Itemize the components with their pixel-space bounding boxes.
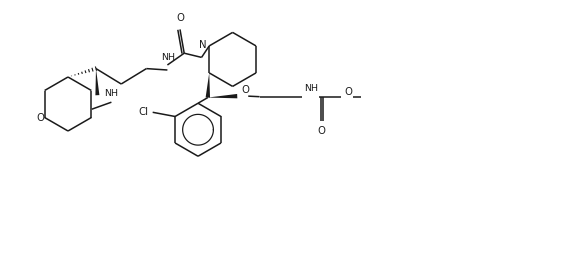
Text: NH: NH bbox=[161, 53, 175, 61]
Text: O: O bbox=[345, 87, 353, 97]
Text: N: N bbox=[199, 40, 206, 50]
Polygon shape bbox=[96, 69, 99, 95]
Text: O: O bbox=[176, 13, 184, 23]
Polygon shape bbox=[208, 94, 237, 98]
Text: NH: NH bbox=[105, 89, 119, 98]
Text: Cl: Cl bbox=[139, 107, 149, 117]
Text: O: O bbox=[37, 113, 44, 122]
Text: NH: NH bbox=[303, 84, 318, 93]
Text: O: O bbox=[318, 126, 325, 136]
Text: O: O bbox=[241, 85, 249, 95]
Polygon shape bbox=[206, 73, 210, 98]
